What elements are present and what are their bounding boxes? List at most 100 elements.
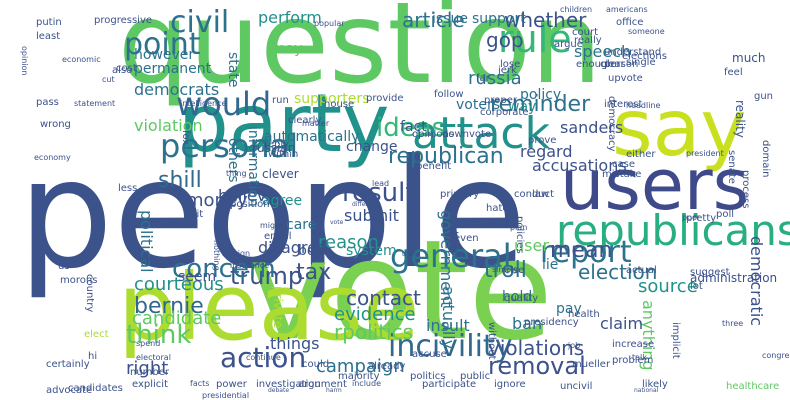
cloud-word: politics <box>410 371 446 382</box>
cloud-word: even <box>454 233 479 244</box>
cloud-word: sanders <box>560 118 624 137</box>
cloud-word: might <box>260 221 284 230</box>
cloud-word: popular <box>314 19 345 28</box>
cloud-word: email <box>264 231 292 242</box>
cloud-word: run <box>272 95 289 106</box>
cloud-word: majority <box>338 371 380 382</box>
cloud-word: conduct <box>514 189 555 200</box>
cloud-word: money <box>186 190 248 211</box>
cloud-word: gop <box>486 28 524 52</box>
cloud-word: result <box>342 178 416 208</box>
cloud-word: whether <box>504 8 587 32</box>
cloud-word: submit <box>344 206 399 225</box>
cloud-word: lose <box>500 59 521 70</box>
cloud-word: office <box>616 17 644 28</box>
cloud-word: healthcare <box>726 381 780 392</box>
cloud-word: law <box>532 189 550 200</box>
cloud-word: attack <box>412 108 551 159</box>
cloud-word: advocate <box>46 385 93 396</box>
cloud-word: three <box>722 319 744 328</box>
cloud-word: lie <box>542 257 559 273</box>
cloud-word: hi <box>88 351 98 362</box>
cloud-word: question <box>118 0 602 109</box>
cloud-word: cost <box>116 63 137 74</box>
cloud-word: primary <box>440 189 480 200</box>
cloud-word: house <box>324 99 355 110</box>
cloud-word: talk <box>632 353 647 362</box>
cloud-word: quality <box>504 293 539 304</box>
cloud-word: without <box>486 322 497 360</box>
cloud-word: president <box>686 149 724 158</box>
cloud-word: public <box>460 371 491 382</box>
cloud-word: however <box>134 47 195 63</box>
cloud-word: process <box>740 170 751 209</box>
cloud-word: morons <box>60 275 98 286</box>
cloud-word: debate <box>268 387 290 394</box>
cloud-word: certainly <box>46 359 90 370</box>
cloud-word: issue <box>432 11 468 27</box>
cloud-word: already <box>368 361 406 372</box>
cloud-word: civil <box>170 5 230 40</box>
cloud-word: source <box>638 276 698 297</box>
cloud-word: congress <box>762 351 790 360</box>
cloud-word: things <box>270 334 320 353</box>
cloud-word: election <box>578 260 658 284</box>
cloud-word: clearly <box>288 115 322 126</box>
cloud-word: national <box>634 387 659 394</box>
cloud-word: spend <box>136 339 161 348</box>
cloud-word: hate <box>486 203 509 214</box>
cloud-word: would <box>176 85 272 123</box>
cloud-word: economic <box>62 55 101 64</box>
cloud-word: wrong <box>40 119 71 130</box>
cloud-word: vote <box>248 210 554 371</box>
cloud-word: private <box>271 286 285 329</box>
cloud-word: party <box>178 77 390 170</box>
cloud-word: participate <box>422 379 477 390</box>
cloud-word: poor <box>682 213 701 222</box>
cloud-word: candidates <box>68 383 123 394</box>
cloud-word: harm <box>326 387 342 394</box>
cloud-word: supporters <box>294 91 370 107</box>
cloud-word: someone <box>628 27 665 36</box>
cloud-word: ban <box>512 314 543 333</box>
cloud-word: policies <box>514 216 525 254</box>
cloud-word: statement <box>74 99 116 108</box>
cloud-word: elect <box>84 329 109 340</box>
cloud-word: power <box>216 379 247 390</box>
cloud-word: perform <box>258 8 322 27</box>
cloud-word: candidate <box>132 308 222 329</box>
cloud-word: job <box>568 341 581 350</box>
cloud-word: russian <box>252 141 296 155</box>
cloud-word: mean <box>550 238 613 263</box>
cloud-word: mistake <box>602 169 642 180</box>
cloud-word: evidence <box>334 304 416 325</box>
cloud-word: rule <box>498 17 572 61</box>
cloud-word: republican <box>388 144 504 169</box>
cloud-word: automatically <box>264 129 360 145</box>
cloud-word: children <box>560 5 593 14</box>
cloud-word: senate <box>726 150 737 184</box>
cloud-word: number <box>130 367 170 378</box>
cloud-word: state <box>225 52 241 88</box>
cloud-word: user <box>514 236 549 255</box>
cloud-word: presidency <box>524 317 579 328</box>
cloud-word: follow <box>434 89 464 100</box>
cloud-word: matter <box>302 119 330 128</box>
cloud-word: accusations <box>532 156 627 175</box>
cloud-word: democracy <box>606 96 617 152</box>
cloud-word: plan <box>510 223 528 232</box>
cloud-word: increase <box>612 339 655 350</box>
cloud-word: regard <box>520 142 573 161</box>
cloud-word: health <box>568 309 600 320</box>
cloud-word: ignore <box>494 379 526 390</box>
cloud-word: pretty <box>686 213 717 224</box>
cloud-word: investigation <box>256 379 321 390</box>
cloud-word: disagree <box>258 238 327 257</box>
cloud-word: jerk <box>498 65 517 76</box>
cloud-word: domain <box>760 140 771 178</box>
cloud-word: hold <box>502 289 533 305</box>
cloud-word: putin <box>36 17 62 28</box>
cloud-word: poll <box>716 209 735 220</box>
cloud-word: intelligence <box>180 99 227 108</box>
